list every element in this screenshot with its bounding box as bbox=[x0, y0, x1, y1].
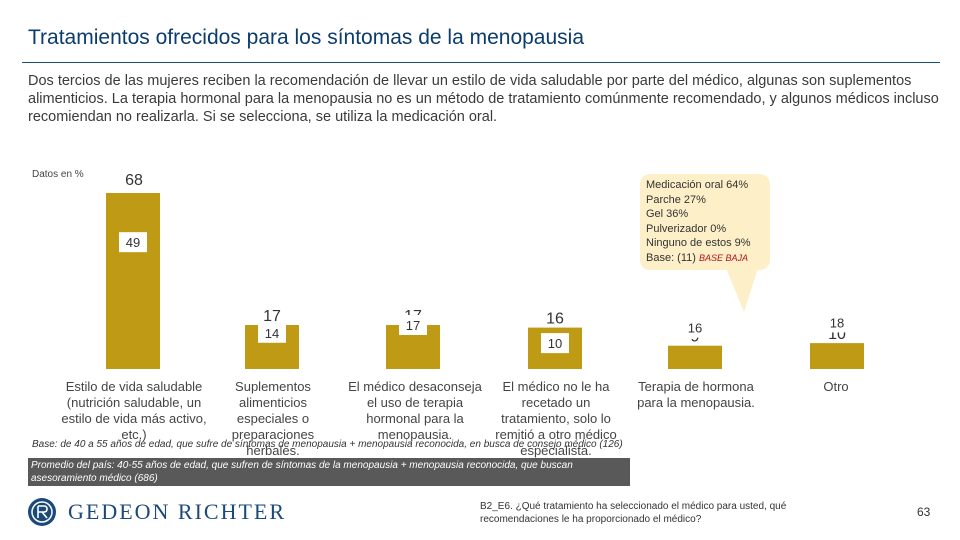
page-number: 63 bbox=[917, 505, 931, 519]
category-label: Otro bbox=[823, 379, 849, 394]
title-divider bbox=[22, 62, 940, 63]
bar bbox=[668, 345, 722, 369]
category-label: Terapia de hormona para la menopausia. bbox=[637, 379, 755, 410]
bar-value-label: 68 bbox=[125, 172, 143, 189]
callout-bubble: Medicación oral 64% Parche 27% Gel 36% P… bbox=[640, 174, 770, 270]
bar bbox=[106, 193, 160, 369]
intro-paragraph: Dos tercios de las mujeres reciben la re… bbox=[28, 73, 939, 125]
bar-value-label: 16 bbox=[546, 311, 564, 328]
callout-line: Pulverizador 0% bbox=[646, 222, 727, 235]
category-label: Suplementos alimenticios especiales o pr… bbox=[231, 379, 315, 458]
average-label-box bbox=[399, 315, 427, 335]
category-label: El médico no le ha recetado un tratamien… bbox=[495, 379, 617, 458]
bar-value-label: 17 bbox=[263, 308, 281, 325]
average-value-label: 49 bbox=[126, 235, 140, 250]
average-value-label: 17 bbox=[406, 318, 420, 333]
country-average-note: Promedio del país: 40-55 años de edad, q… bbox=[28, 458, 630, 486]
logo-emblem-icon bbox=[28, 498, 56, 526]
average-value-label: 10 bbox=[548, 336, 562, 351]
average-label-box bbox=[823, 312, 851, 333]
average-label-box bbox=[258, 322, 286, 343]
logo-wordmark: GEDEON RICHTER bbox=[68, 499, 287, 524]
average-value-label: 14 bbox=[265, 326, 279, 341]
data-unit-note: Datos en % bbox=[32, 169, 84, 180]
survey-question: B2_E6. ¿Qué tratamiento ha seleccionado … bbox=[480, 501, 787, 525]
callout-base: Base: (11) BASE BAJA bbox=[646, 251, 749, 264]
callout-line: Gel 36% bbox=[646, 208, 689, 220]
callout-pointer bbox=[726, 268, 758, 312]
bar bbox=[810, 343, 864, 369]
average-label-box bbox=[541, 333, 569, 354]
low-base-warning: BASE BAJA bbox=[699, 252, 749, 263]
base-footnote: Base: de 40 a 55 años de edad, que sufre… bbox=[32, 439, 623, 450]
average-value-label: 16 bbox=[688, 321, 702, 336]
callout-line: Parche 27% bbox=[646, 193, 706, 206]
callout-line: Ninguno de estos 9% bbox=[646, 237, 751, 249]
category-label: Estilo de vida saludable (nutrición salu… bbox=[61, 379, 207, 442]
average-value-label: 18 bbox=[830, 315, 844, 330]
category-label: El médico desaconseja el uso de terapia … bbox=[348, 379, 482, 442]
page-title: Tratamientos ofrecidos para los síntomas… bbox=[28, 26, 585, 49]
company-logo: GEDEON RICHTER bbox=[26, 496, 326, 528]
average-label-box bbox=[681, 317, 709, 338]
callout-line: Medicación oral 64% bbox=[646, 179, 749, 191]
average-label-box bbox=[119, 232, 147, 253]
